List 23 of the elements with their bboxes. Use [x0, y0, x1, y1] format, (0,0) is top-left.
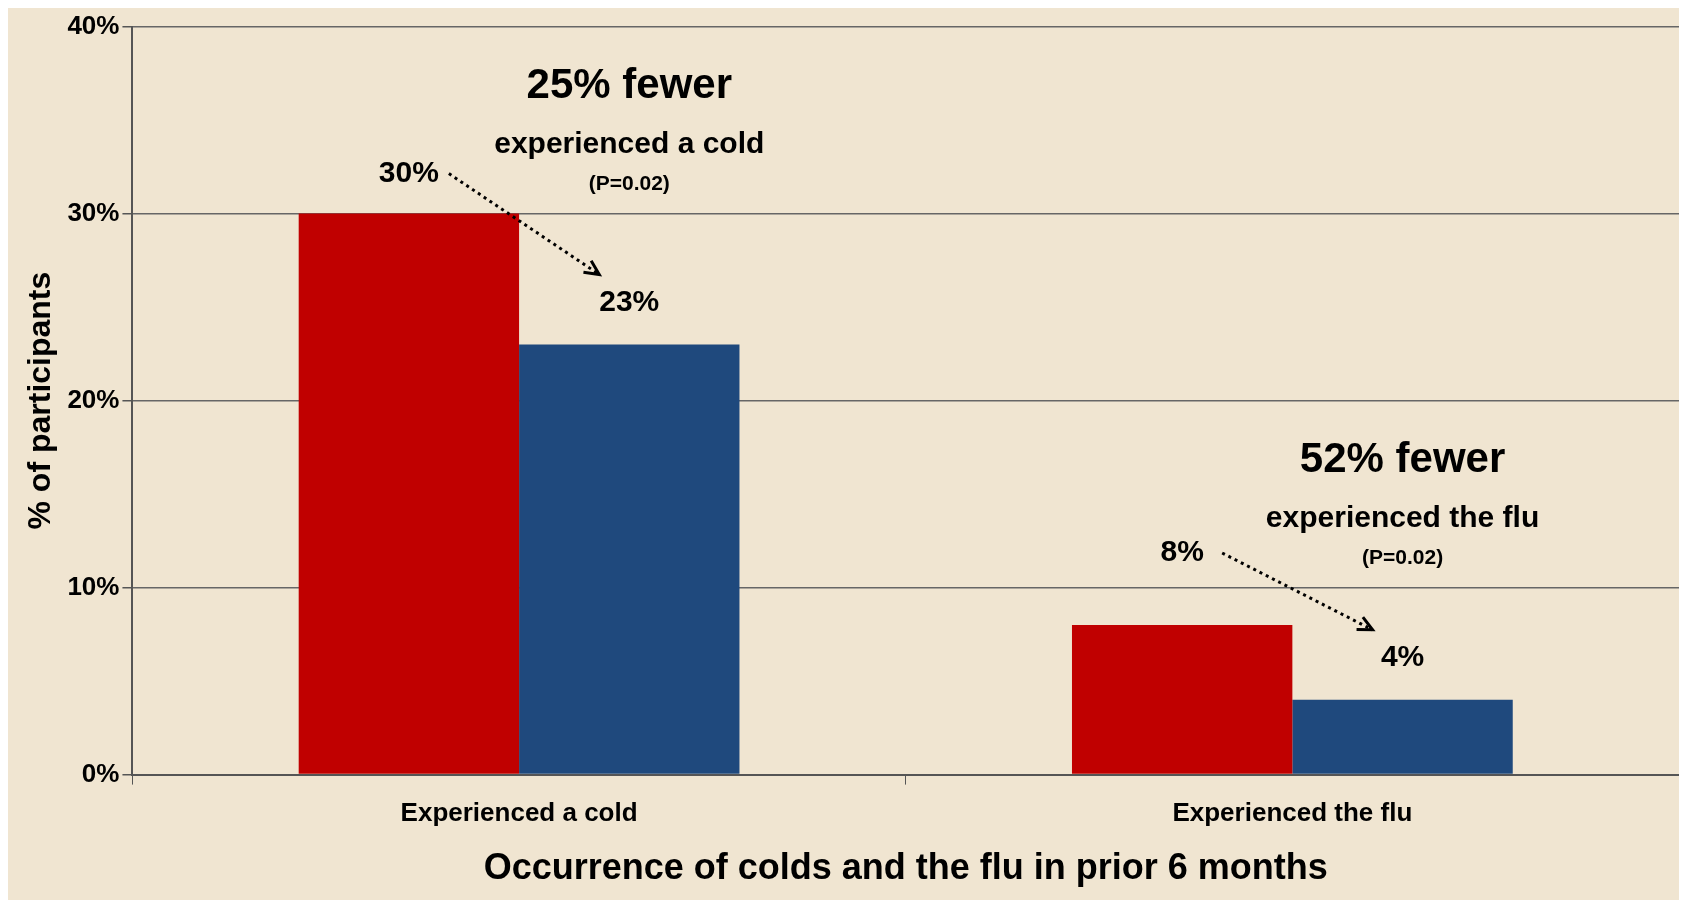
y-tick-label: 20%: [67, 383, 120, 414]
bar: [298, 213, 520, 774]
annotation: (P=0.02): [588, 171, 670, 195]
annotation: 25% fewer: [526, 60, 732, 108]
data-label: 4%: [1380, 639, 1425, 673]
x-tick-label: Experienced the flu: [1172, 797, 1413, 828]
y-tick-label: 10%: [67, 570, 120, 601]
annotation: experienced a cold: [494, 125, 765, 159]
annotation: (P=0.02): [1361, 545, 1444, 569]
bar: [1071, 625, 1293, 774]
x-axis-title: Occurrence of colds and the flu in prior 6 months: [483, 846, 1328, 888]
annotation: experienced the flu: [1265, 499, 1540, 533]
x-tick-label: Experienced a cold: [400, 797, 638, 828]
bar: [1292, 699, 1513, 774]
bar: [519, 344, 740, 774]
y-tick-label: 0%: [81, 757, 120, 788]
y-tick-label: 40%: [67, 9, 120, 40]
annotation: 52% fewer: [1299, 434, 1506, 482]
y-tick-label: 30%: [67, 196, 120, 227]
y-axis-title: % of participants: [21, 271, 58, 530]
data-label: 30%: [378, 154, 439, 188]
data-label: 23%: [599, 283, 660, 317]
data-label: 8%: [1160, 534, 1204, 568]
